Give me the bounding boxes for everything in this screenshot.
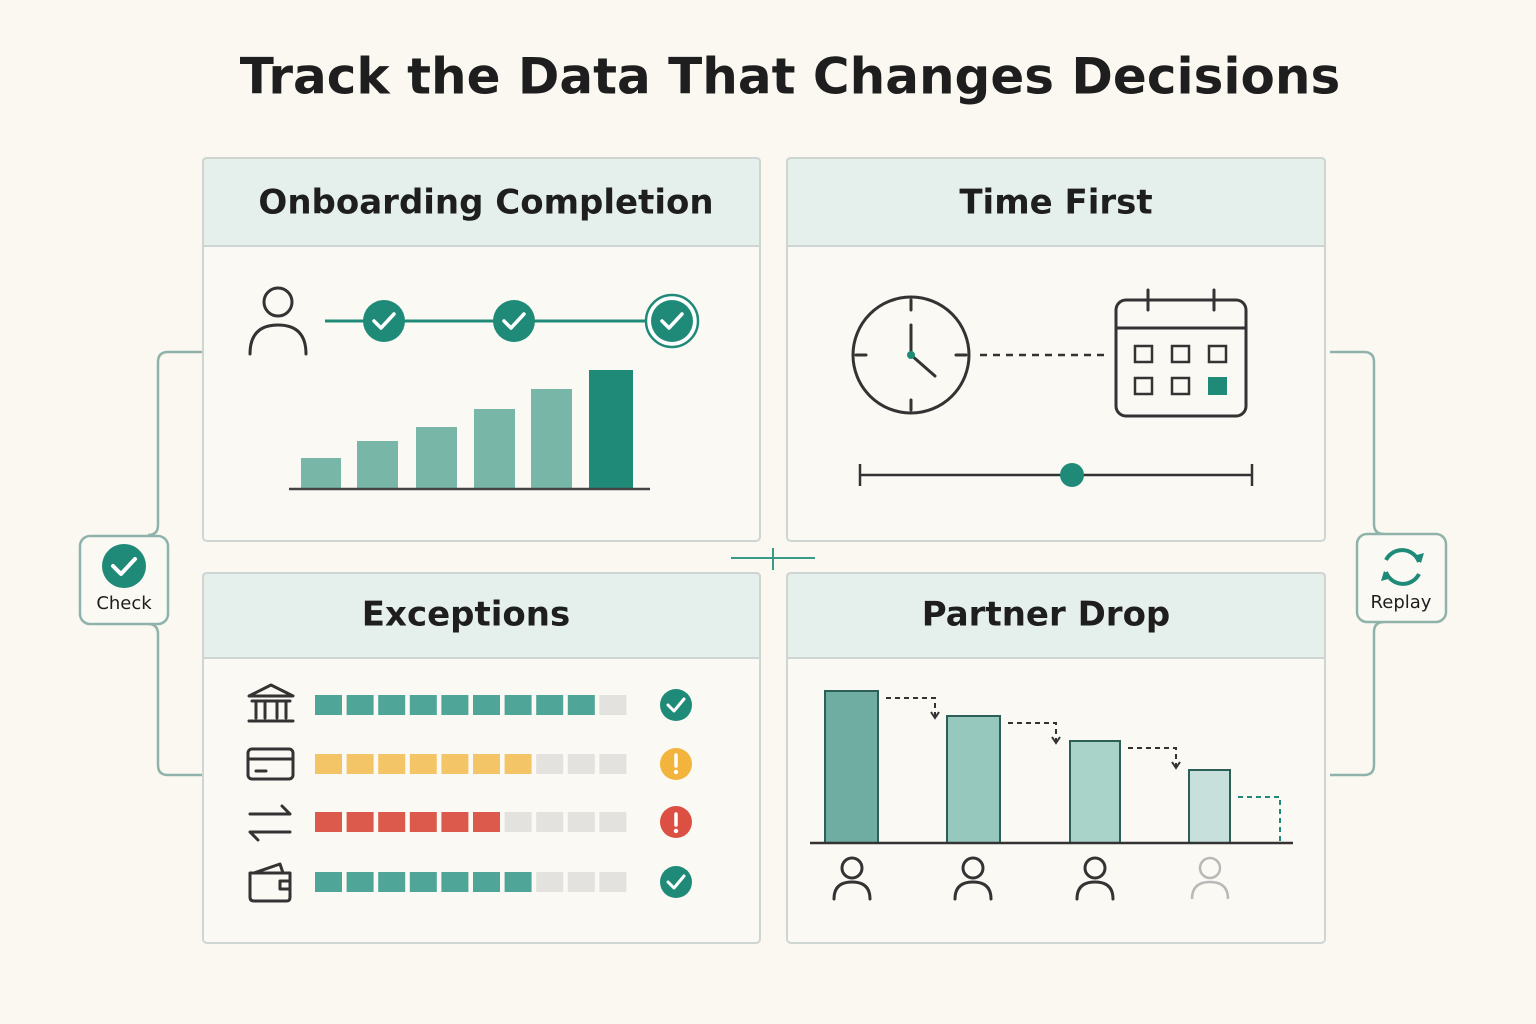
progress-segment (346, 695, 374, 715)
progress-segment (315, 695, 342, 715)
progress-segment (441, 754, 469, 774)
progress-segment (409, 754, 437, 774)
progress-segment (567, 872, 595, 892)
progress-segment (409, 872, 437, 892)
progress-segment (536, 812, 564, 832)
panel-title: Exceptions (362, 595, 570, 635)
progress-segment (599, 812, 627, 832)
progress-segment (473, 812, 500, 832)
progress-segment (504, 812, 532, 832)
progress-segment (315, 812, 342, 832)
panel: Partner Drop (786, 572, 1326, 944)
center-cross (731, 548, 815, 570)
progress-segment (599, 754, 627, 774)
progress-segment (441, 695, 469, 715)
connector (147, 622, 203, 777)
replay-badge[interactable]: Replay (1355, 532, 1448, 624)
progress-segment (599, 872, 627, 892)
progress-segment (441, 812, 469, 832)
check-badge[interactable]: Check (78, 534, 170, 626)
progress-segment (346, 872, 374, 892)
connector (1330, 350, 1385, 536)
progress-segment (346, 754, 374, 774)
panel-title: Onboarding Completion (258, 183, 713, 223)
progress-segment (441, 872, 469, 892)
panel: Onboarding Completion (202, 157, 761, 542)
progress-segment (409, 812, 437, 832)
progress-segment (378, 872, 406, 892)
progress-segment (315, 872, 342, 892)
progress-segment (536, 872, 564, 892)
connector (1330, 620, 1385, 777)
progress-segment (567, 754, 595, 774)
progress-segment (536, 754, 564, 774)
panel: Time First (786, 157, 1326, 542)
panel-title: Partner Drop (922, 595, 1171, 635)
progress-segment (599, 695, 627, 715)
badge-label: Replay (1371, 592, 1432, 613)
progress-segment (473, 695, 500, 715)
progress-segment (409, 695, 437, 715)
progress-segment (504, 754, 532, 774)
progress-segment (567, 812, 595, 832)
progress-segment (473, 872, 500, 892)
progress-segment (504, 872, 532, 892)
connector (147, 350, 203, 537)
panel: Exceptions (202, 572, 761, 944)
progress-segment (473, 754, 500, 774)
progress-segment (378, 695, 406, 715)
page-title: Track the Data That Changes Decisions (240, 48, 1340, 106)
progress-segment (504, 695, 532, 715)
progress-segment (346, 812, 374, 832)
badge-label: Check (96, 593, 152, 614)
progress-segment (378, 812, 406, 832)
progress-segment (536, 695, 564, 715)
progress-segment (315, 754, 342, 774)
progress-segment (378, 754, 406, 774)
panel-title: Time First (959, 183, 1152, 223)
progress-segment (567, 695, 595, 715)
